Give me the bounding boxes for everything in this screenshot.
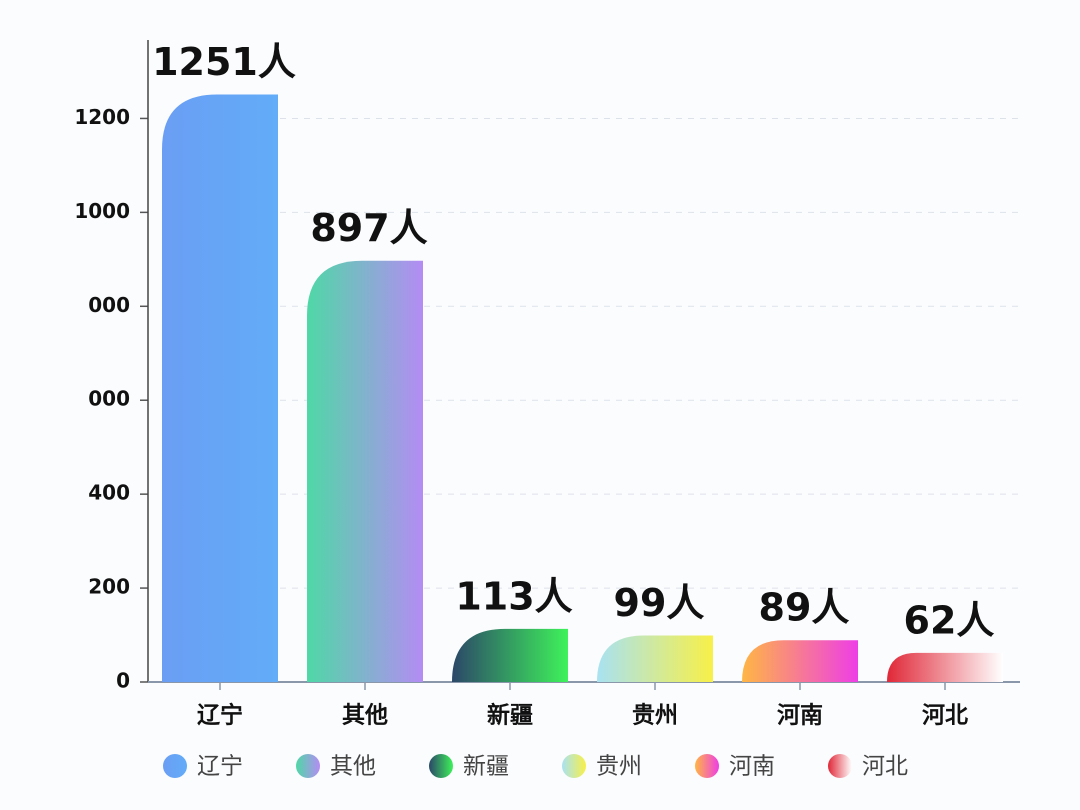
bar <box>307 260 423 682</box>
value-label: 1251人 <box>152 40 296 84</box>
legend-label: 新疆 <box>463 754 509 780</box>
value-label: 99人 <box>614 581 705 625</box>
y-tick-label: 1200 <box>74 105 130 129</box>
x-tick-label: 河北 <box>922 703 968 729</box>
legend-label: 贵州 <box>596 754 642 780</box>
y-tick-label: 0 <box>116 669 130 693</box>
legend-swatch <box>695 754 719 778</box>
bar <box>597 635 713 682</box>
bar <box>452 628 568 682</box>
x-tick-label: 贵州 <box>632 703 678 729</box>
value-label: 113人 <box>455 574 572 618</box>
legend-swatch <box>562 754 586 778</box>
y-tick-label: 000 <box>88 387 130 411</box>
y-tick-label: 400 <box>88 481 130 505</box>
y-tick-label: 200 <box>88 575 130 599</box>
legend-swatch <box>429 754 453 778</box>
y-tick-label: 1000 <box>74 199 130 223</box>
x-tick-label: 其他 <box>342 703 388 729</box>
bar <box>742 640 858 682</box>
legend-label: 河北 <box>862 754 908 780</box>
x-tick-label: 新疆 <box>487 702 533 729</box>
legend-swatch <box>828 754 852 778</box>
legend-label: 其他 <box>330 754 376 780</box>
legend-swatch <box>296 754 320 778</box>
value-label: 62人 <box>904 598 995 642</box>
x-tick-label: 河南 <box>777 703 823 729</box>
value-label: 897人 <box>310 206 427 250</box>
legend-swatch <box>163 754 187 778</box>
x-tick-label: 辽宁 <box>197 702 243 729</box>
bar <box>162 94 278 682</box>
bar <box>887 652 1003 682</box>
value-label: 89人 <box>759 586 850 630</box>
y-tick-label: 000 <box>88 293 130 317</box>
legend-label: 辽宁 <box>197 754 243 780</box>
legend-label: 河南 <box>729 754 775 780</box>
